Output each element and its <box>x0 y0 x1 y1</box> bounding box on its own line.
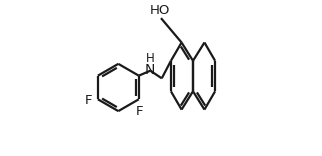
Text: HO: HO <box>150 4 170 17</box>
Text: H: H <box>146 52 154 65</box>
Text: F: F <box>85 94 92 107</box>
Text: F: F <box>136 105 143 118</box>
Text: N: N <box>145 63 155 77</box>
